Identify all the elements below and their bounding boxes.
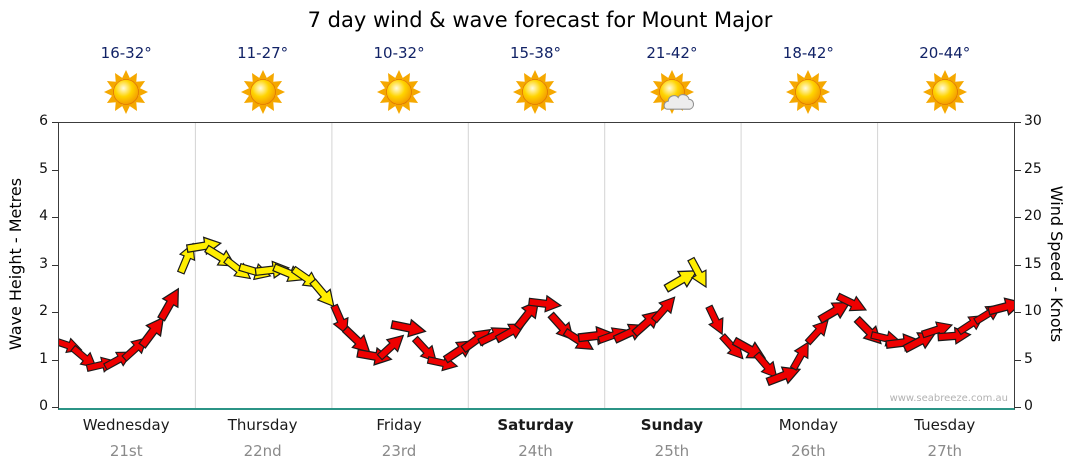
day-name-label: Wednesday (82, 416, 170, 434)
cloud-icon (663, 94, 694, 110)
weather-icon-cell (740, 68, 876, 118)
left-axis-tick-label: 1 (39, 350, 48, 367)
page-title: 7 day wind & wave forecast for Mount Maj… (307, 8, 773, 32)
temperature-range-label: 21-42° (646, 44, 698, 62)
right-axis-tick-label: 5 (1024, 350, 1033, 367)
right-axis-tick-label: 10 (1024, 303, 1042, 319)
wind-arrow (513, 299, 540, 331)
left-axis-tick-label: 2 (39, 303, 48, 319)
left-axis-tickmark (52, 264, 58, 266)
sun-icon (240, 70, 285, 114)
wind-arrow (528, 294, 563, 313)
wind-arrow (687, 256, 707, 289)
wind-arrow (494, 323, 526, 344)
wind-arrow (705, 304, 724, 336)
wind-arrow (138, 316, 165, 349)
weather-icon-cell (877, 68, 1013, 118)
day-name-label: Sunday (640, 416, 704, 434)
wind-arrow (309, 278, 335, 308)
weather-icon-cell (58, 68, 194, 118)
right-axis-tick-label: 0 (1024, 398, 1033, 414)
wind-arrow (804, 319, 829, 346)
right-axis-tick-label: 15 (1024, 255, 1042, 272)
right-axis-tickmark (1015, 217, 1021, 218)
right-axis-tick-label: 30 (1024, 113, 1042, 129)
weather-icon-cell (331, 68, 467, 118)
weather-icon-cell (604, 68, 740, 118)
wind-arrow (753, 351, 778, 379)
wind-arrow (157, 287, 179, 322)
right-axis-tickmark (1015, 312, 1021, 313)
watermark: www.seabreeze.com.au (889, 393, 1008, 404)
left-axis-tickmark (52, 217, 58, 218)
sun-icon (786, 70, 831, 114)
wind-arrow (426, 354, 459, 372)
day-name-label: Thursday (227, 416, 298, 434)
day-date-label: 24th (518, 442, 553, 460)
day-date-label: 21st (109, 442, 143, 460)
left-axis-tick-label: 3 (39, 255, 48, 272)
day-name-label: Friday (376, 416, 422, 434)
temperature-range-label: 10-32° (373, 44, 425, 62)
day-date-label: 27th (927, 442, 963, 460)
day-name-label: Saturday (497, 416, 574, 434)
wind-arrow (817, 301, 851, 324)
sun-icon (513, 70, 558, 114)
day-date-label: 25th (654, 442, 690, 460)
wind-arrow (390, 318, 427, 338)
temperature-range-label: 11-27° (237, 44, 289, 62)
left-axis-tickmark (52, 407, 58, 408)
left-axis-tickmark (52, 312, 58, 313)
day-date-label: 22nd (243, 442, 282, 460)
wind-arrow (376, 334, 405, 361)
wind-arrow (765, 366, 802, 387)
right-axis-tickmark (1015, 407, 1021, 408)
wind-arrow (789, 341, 809, 371)
wind-arrow (902, 332, 937, 354)
sun-icon (104, 70, 149, 114)
temperature-range-label: 20-44° (919, 44, 971, 62)
weather-icon-cell (194, 68, 330, 118)
wind-arrow (920, 321, 954, 339)
right-axis-tick-label: 25 (1024, 160, 1042, 177)
left-axis-tickmark (52, 359, 58, 361)
wind-arrow (356, 346, 393, 366)
right-axis-tickmark (1015, 359, 1021, 361)
weather-icon-cell (467, 68, 603, 118)
day-date-label: 23rd (381, 442, 417, 460)
wind-arrow (987, 297, 1014, 317)
wind-arrow (330, 303, 349, 336)
wind-arrow (973, 305, 1003, 326)
left-axis-tick-label: 6 (39, 113, 48, 129)
left-axis-tick-label: 0 (39, 398, 48, 414)
wind-arrow (272, 263, 306, 283)
plot-area: www.seabreeze.com.au (58, 122, 1015, 410)
wind-arrow (853, 315, 882, 345)
day-name-label: Tuesday (914, 416, 976, 434)
wind-arrow (650, 296, 676, 324)
day-name-label: Monday (778, 416, 838, 434)
temperature-range-label: 16-32° (100, 44, 152, 62)
right-axis-tickmark (1015, 122, 1021, 123)
left-axis-tickmark (52, 122, 58, 123)
temperature-range-label: 18-42° (782, 44, 834, 62)
temperature-range-label: 15-38° (509, 44, 562, 62)
sun-icon (377, 70, 422, 114)
right-axis-tickmark (1015, 169, 1021, 171)
right-axis-tickmark (1015, 264, 1021, 266)
wind-arrow (835, 292, 868, 312)
day-date-label: 26th (791, 442, 826, 460)
sun-icon (922, 70, 967, 114)
wind-arrow (663, 270, 698, 293)
right-axis-tick-label: 20 (1024, 208, 1042, 224)
left-axis-tick-label: 4 (39, 208, 48, 224)
left-axis-tick-label: 5 (39, 160, 48, 177)
sun-cloud-icon (649, 70, 694, 114)
left-axis-tickmark (52, 169, 58, 171)
